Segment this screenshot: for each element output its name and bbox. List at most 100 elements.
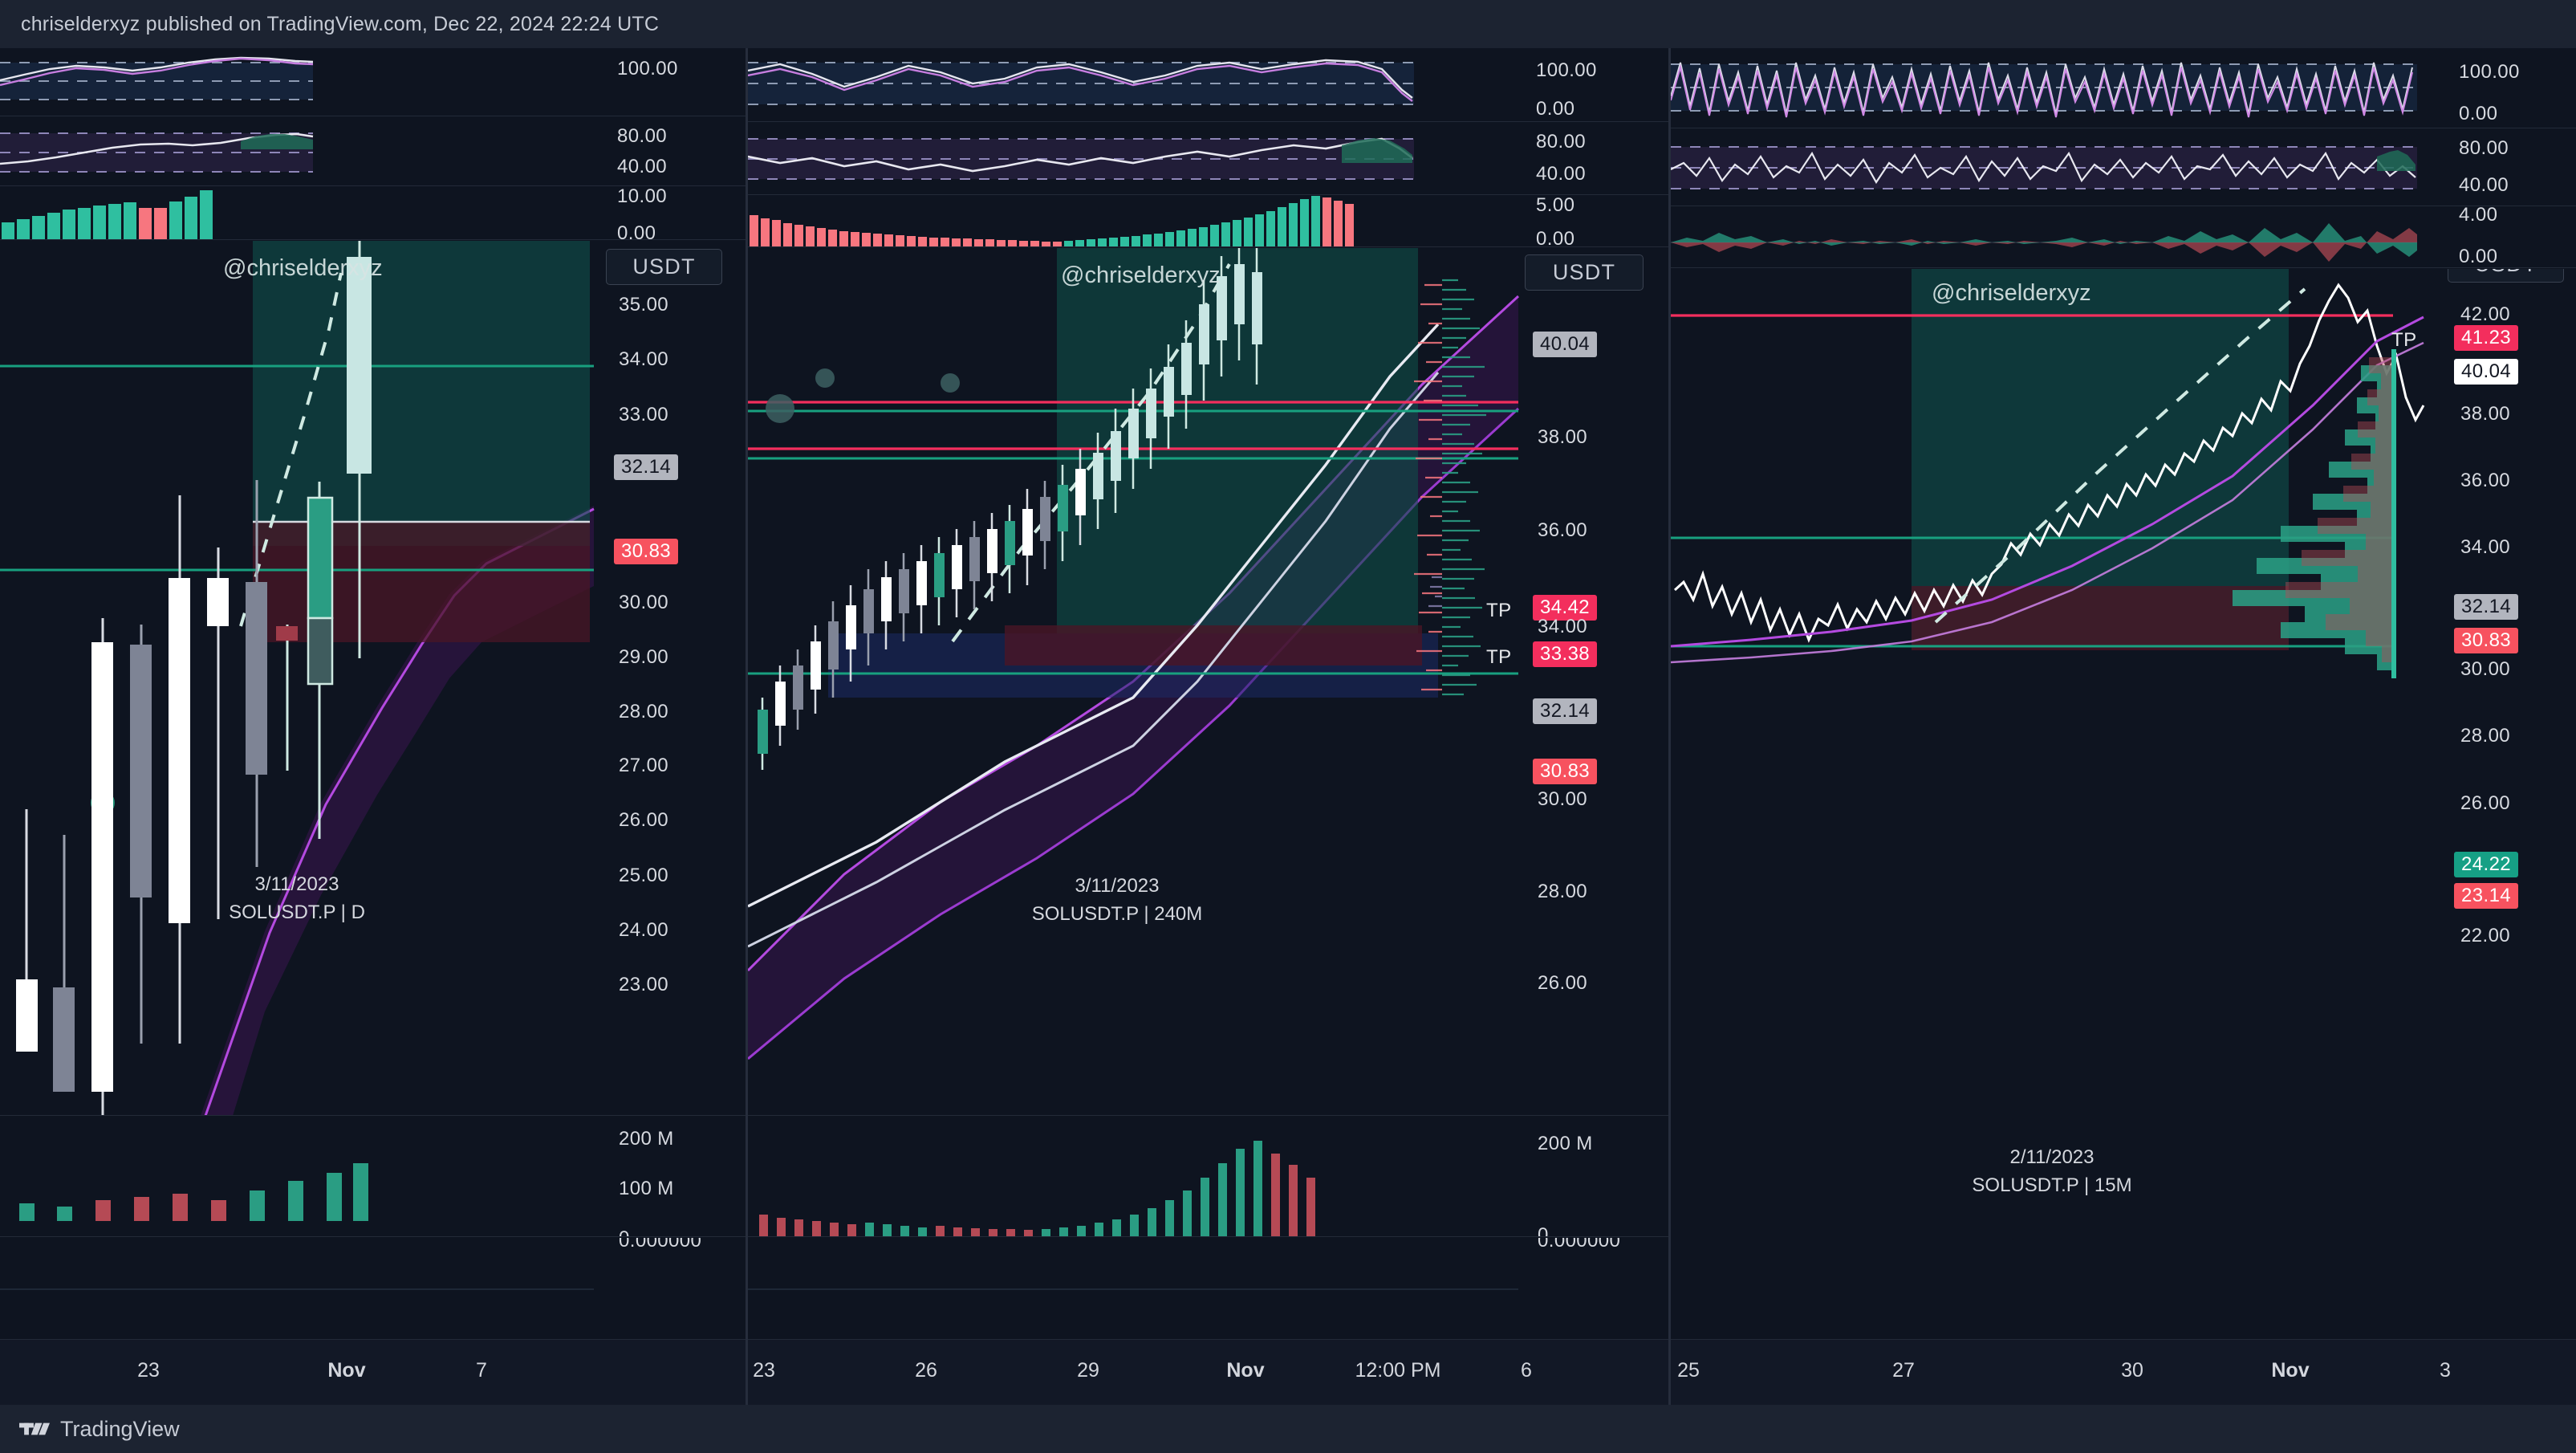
time-tick: 12:00 PM (1355, 1359, 1441, 1382)
time-axis-p2[interactable]: 23 26 29 Nov 12:00 PM 6 (748, 1339, 1669, 1405)
tradingview-logo-icon (19, 1418, 50, 1439)
price-badge-stop-p2[interactable]: 30.83 (1533, 759, 1598, 784)
axis-tick: 36.00 (2460, 470, 2511, 491)
indicator-axis-p2a[interactable]: 100.00 0.00 (1517, 48, 1669, 121)
price-badge-tp-p3[interactable]: 41.23 (2454, 325, 2519, 351)
axis-tick: 0 (619, 1227, 630, 1236)
price-axis-p3[interactable]: USDT 42.00 TP 41.23 40.04 38.00 36.00 34… (2391, 269, 2576, 1389)
axis-tick: 0.000000 (1538, 1238, 1621, 1252)
indicator-axis-p2b[interactable]: 80.00 40.00 (1517, 123, 1669, 194)
price-badge-stop-p1[interactable]: 30.83 (614, 539, 679, 564)
time-tick: 25 (1677, 1359, 1700, 1382)
indicator-axis-p3c[interactable]: 4.00 0.00 (2441, 207, 2576, 267)
currency-badge-p2[interactable]: USDT (1525, 254, 1644, 291)
price-badge-entry-p3[interactable]: 32.14 (2454, 594, 2519, 620)
price-badge-target-low-p3[interactable]: 24.22 (2454, 852, 2519, 877)
axis-tick: 0.00 (2459, 103, 2498, 124)
indicator-plot (0, 187, 746, 239)
axis-tick: 38.00 (1538, 426, 1588, 448)
axis-tick: 34.00 (619, 348, 669, 370)
price-badge-tp2-p2[interactable]: 33.38 (1533, 641, 1598, 667)
caption-symbol: SOLUSDT.P | D (229, 901, 365, 923)
indicator-stochastic-p1[interactable]: 100.00 (0, 48, 746, 116)
axis-tick: 26.00 (619, 809, 669, 831)
time-tick: 3 (2440, 1359, 2451, 1382)
chart-panel-15m[interactable]: 100.00 0.00 80.00 40.00 (1671, 48, 2576, 1405)
price-axis-p2[interactable]: USDT 40.04 38.00 36.00 TP 34.42 34.00 TP… (1486, 248, 1669, 1115)
oscillator-p1[interactable]: 0.000000 (0, 1238, 746, 1341)
currency-badge-p3[interactable]: USDT (2448, 269, 2564, 283)
oscillator-axis-p2[interactable]: 0.000000 (1517, 1238, 1669, 1340)
indicator-rsi-p2[interactable]: 80.00 40.00 (748, 123, 1669, 195)
currency-badge-p1[interactable]: USDT (606, 249, 722, 285)
indicator-axis-p1a[interactable]: 100.00 (598, 48, 746, 116)
indicator-plot (0, 117, 746, 185)
caption-symbol: SOLUSDT.P | 15M (1972, 1174, 2132, 1196)
axis-tick: 100.00 (1536, 59, 1597, 81)
caption-date: 3/11/2023 (1075, 875, 1160, 897)
price-chart-p1[interactable]: @chriselderxyz 3/11/2023 SOLUSDT.P | D U… (0, 241, 746, 1116)
price-chart-p2[interactable]: @chriselderxyz 3/11/2023 SOLUSDT.P | 240… (748, 248, 1669, 1116)
axis-tick: 29.00 (619, 646, 669, 668)
axis-tick: 27.00 (619, 755, 669, 776)
tp-label-p3: TP (2391, 329, 2417, 351)
oscillator-axis-p1[interactable]: 0.000000 (598, 1238, 746, 1340)
indicator-rsi-p1[interactable]: 80.00 40.00 (0, 117, 746, 186)
axis-tick: 22.00 (2460, 925, 2511, 946)
price-chart-p3[interactable]: @chriselderxyz 2/11/2023 SOLUSDT.P | 15M… (1671, 269, 2576, 1389)
axis-tick: 10.00 (617, 187, 668, 207)
watermark-p2: @chriselderxyz (1061, 263, 1221, 288)
axis-tick: 25.00 (619, 865, 669, 886)
indicator-stochastic-p2[interactable]: 100.00 0.00 (748, 48, 1669, 122)
axis-tick: 0.00 (1536, 228, 1575, 247)
axis-tick: 100.00 (617, 58, 678, 79)
indicator-histogram-p3[interactable]: 4.00 0.00 (1671, 207, 2576, 268)
price-badge-current-p3[interactable]: 40.04 (2454, 359, 2519, 385)
chart-panel-240m[interactable]: 100.00 0.00 80.00 40.00 (748, 48, 1669, 1405)
oscillator-p2[interactable]: 0.000000 (748, 1238, 1669, 1341)
price-badge-stop-p3[interactable]: 30.83 (2454, 628, 2519, 653)
indicator-axis-p3b[interactable]: 80.00 40.00 (2441, 129, 2576, 206)
volume-chart-p2[interactable]: 200 M 0 (748, 1117, 1669, 1237)
axis-tick: 30.00 (619, 592, 669, 613)
axis-tick: 28.00 (1538, 881, 1588, 902)
indicator-stochastic-p3[interactable]: 100.00 0.00 (1671, 48, 2576, 128)
volume-axis-p2[interactable]: 200 M 0 (1517, 1117, 1669, 1236)
time-axis-p3[interactable]: 25 27 30 Nov 3 (1671, 1339, 2576, 1405)
indicator-histogram-p2[interactable]: 5.00 0.00 (748, 196, 1669, 247)
volume-axis-p1[interactable]: 200 M 100 M 0 (598, 1117, 746, 1236)
tradingview-brand[interactable]: TradingView (19, 1417, 180, 1442)
volume-chart-p1[interactable]: 200 M 100 M 0 (0, 1117, 746, 1237)
axis-tick: 0.000000 (619, 1238, 702, 1252)
indicator-axis-p1c[interactable]: 10.00 0.00 (598, 187, 746, 239)
axis-tick: 100 M (619, 1178, 674, 1199)
time-tick: 23 (137, 1359, 160, 1382)
indicator-axis-p3a[interactable]: 100.00 0.00 (2441, 48, 2576, 128)
oscillator-plot (0, 1238, 746, 1340)
axis-tick: 28.00 (619, 701, 669, 722)
candlestick-plot (748, 248, 1669, 1115)
price-axis-p1[interactable]: USDT 35.00 34.00 33.00 32.14 30.83 30.00… (598, 241, 746, 1115)
time-axis-p1[interactable]: 23 Nov 7 (0, 1339, 746, 1405)
time-tick: 27 (1892, 1359, 1915, 1382)
chart-panel-daily[interactable]: 100.00 80.00 40.00 (0, 48, 746, 1405)
price-badge-tp1-p2[interactable]: 34.42 (1533, 595, 1598, 621)
time-tick: 29 (1077, 1359, 1099, 1382)
indicator-histogram-p1[interactable]: 10.00 0.00 (0, 187, 746, 240)
caption-date: 3/11/2023 (254, 873, 339, 895)
price-badge-stop-low-p3[interactable]: 23.14 (2454, 883, 2519, 909)
axis-tick: 26.00 (1538, 972, 1588, 994)
indicator-axis-p1b[interactable]: 80.00 40.00 (598, 117, 746, 185)
price-badge-entry-p2[interactable]: 32.14 (1533, 698, 1598, 724)
axis-tick: 40.00 (617, 156, 668, 177)
time-tick: Nov (1226, 1359, 1265, 1382)
indicator-rsi-p3[interactable]: 80.00 40.00 (1671, 129, 2576, 206)
axis-tick: 28.00 (2460, 725, 2511, 747)
caption-date: 2/11/2023 (2009, 1146, 2095, 1168)
price-badge-current-p1[interactable]: 32.14 (614, 454, 679, 480)
tp-label-2-p2: TP (1486, 646, 1512, 668)
indicator-axis-p2c[interactable]: 5.00 0.00 (1517, 196, 1669, 246)
watermark-p3: @chriselderxyz (1932, 280, 2091, 306)
chart-caption-p2: 3/11/2023 SOLUSDT.P | 240M (989, 873, 1245, 929)
price-badge-current-p2[interactable]: 40.04 (1533, 332, 1598, 357)
